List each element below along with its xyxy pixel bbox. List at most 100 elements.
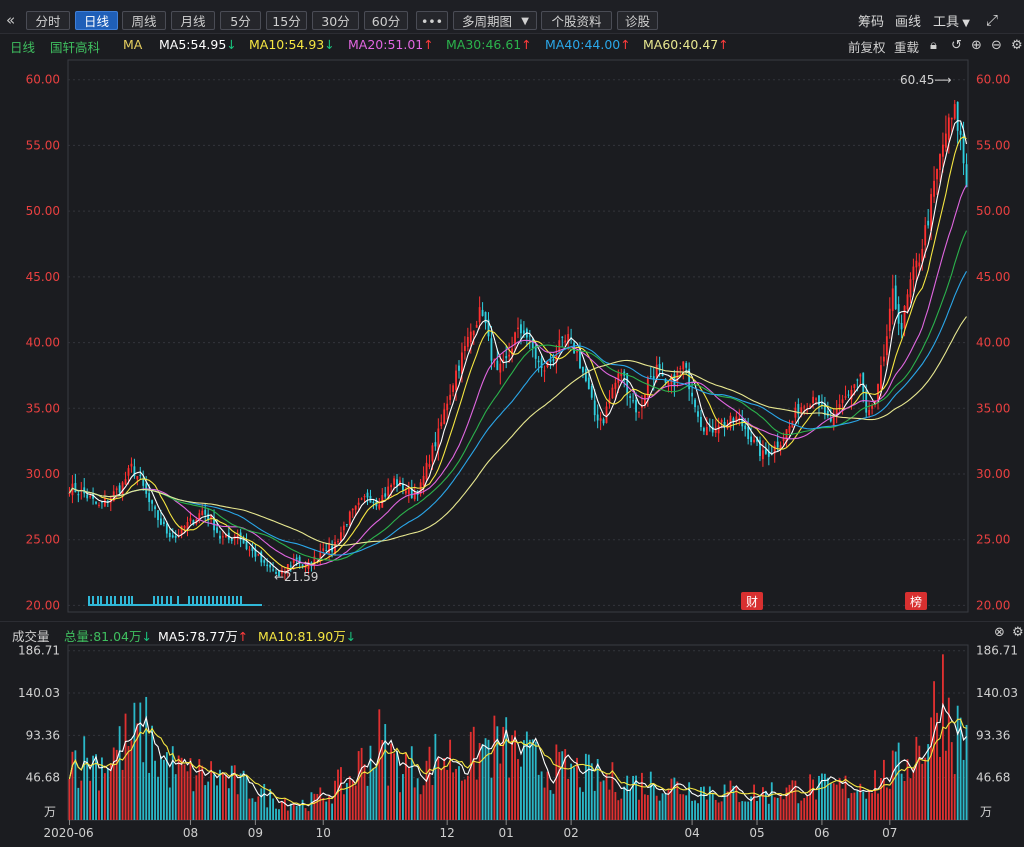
ma-label[interactable]: MA	[123, 37, 143, 52]
candle-body	[434, 442, 437, 447]
volume-bar	[475, 779, 478, 820]
volume-title: 成交量	[12, 629, 50, 644]
tools-button[interactable]: 工具 ▼	[933, 11, 970, 30]
volume-bar	[803, 798, 806, 820]
candle-body	[773, 445, 776, 454]
volume-bar	[283, 799, 286, 820]
volume-bar	[570, 763, 573, 820]
candle-body	[269, 564, 272, 568]
volume-bar	[847, 798, 850, 820]
adjust-button[interactable]: 前复权	[848, 40, 886, 55]
zoom-in-icon[interactable]: ⊕	[971, 38, 982, 53]
candle-body	[759, 440, 761, 457]
candle-body	[77, 494, 80, 496]
candle-body	[316, 558, 319, 560]
volume-bar	[520, 766, 522, 820]
draw-line-button[interactable]: 画线	[895, 15, 922, 30]
zoom-out-icon[interactable]: ⊖	[991, 38, 1002, 53]
ma-legend-item-1: MA10:54.93↓	[249, 37, 335, 52]
candle-body	[880, 365, 882, 389]
arrow-down-icon: ↓	[141, 629, 152, 644]
candle-body	[298, 556, 301, 564]
volume-bar	[136, 723, 139, 820]
lock-icon[interactable]: 🔒︎	[930, 38, 937, 53]
candle-body	[779, 445, 782, 450]
event-marker	[166, 596, 168, 606]
candle-body	[821, 403, 823, 405]
tab-6[interactable]: 30分	[312, 11, 359, 30]
candle-body	[281, 570, 283, 574]
volume-bar	[702, 786, 705, 820]
volume-bar	[537, 774, 540, 820]
volume-bar	[688, 782, 691, 820]
volume-bar	[328, 795, 331, 820]
candle-body	[455, 370, 457, 391]
candle-body	[210, 515, 213, 518]
candle-body	[611, 387, 614, 399]
volume-bar	[525, 731, 528, 820]
stock-info-button[interactable]: 个股资料	[541, 11, 612, 30]
undo-icon[interactable]: ↺	[951, 38, 962, 53]
volume-bar	[962, 759, 965, 820]
volume-bar	[266, 807, 269, 820]
ma-legend-text: MA5:54.95	[159, 37, 227, 52]
chips-button[interactable]: 筹码	[858, 15, 885, 30]
candle-body	[936, 168, 938, 180]
tab-7[interactable]: 60分	[364, 11, 408, 30]
tab-2[interactable]: 周线	[122, 11, 166, 30]
volume-bar	[71, 751, 74, 820]
volume-bar	[534, 741, 537, 820]
multi-period-button[interactable]: 多周期图 ▼	[453, 11, 537, 30]
tab-0[interactable]: 分时	[26, 11, 70, 30]
event-marker	[157, 596, 159, 606]
volume-bar	[794, 780, 797, 820]
candle-body	[322, 548, 325, 551]
diagnose-button[interactable]: 诊股	[617, 11, 658, 30]
tab-3[interactable]: 月线	[171, 11, 215, 30]
double-chevron-left-icon[interactable]: «	[6, 11, 16, 29]
tab-5[interactable]: 15分	[266, 11, 307, 30]
y-tick-label-right: 55.00	[976, 138, 1010, 152]
candle-body	[216, 527, 218, 533]
event-marker	[92, 596, 94, 606]
event-marker	[212, 596, 214, 606]
volume-bar	[953, 774, 956, 820]
volume-tick-label-right: 186.71	[976, 644, 1018, 658]
candle-body	[289, 565, 292, 567]
volume-bar	[431, 785, 434, 820]
candle-body	[605, 406, 608, 423]
candle-body	[260, 551, 263, 563]
volume-bar	[885, 787, 888, 820]
candle-body	[670, 375, 673, 385]
y-tick-label-right: 40.00	[976, 336, 1010, 350]
volume-bar	[871, 793, 874, 820]
candle-body	[286, 564, 289, 574]
fullscreen-icon[interactable]: ⤢	[986, 11, 999, 29]
candle-body	[933, 180, 935, 197]
gear-icon[interactable]: ⚙	[1011, 38, 1023, 53]
candle-body	[127, 468, 130, 476]
low-annotation: ←21.59	[274, 570, 318, 584]
ma-legend-item-2: MA20:51.01↑	[348, 37, 434, 52]
x-tick-label: 10	[316, 826, 331, 840]
event-marker	[128, 596, 130, 606]
volume-bar	[337, 769, 339, 820]
reload-button[interactable]: 重载	[894, 40, 920, 55]
candle-body	[478, 307, 481, 323]
gear-icon[interactable]: ⚙	[1012, 625, 1024, 640]
ma-legend-text: MA10:54.93	[249, 37, 325, 52]
volume-bar	[233, 765, 236, 820]
tab-1[interactable]: 日线	[75, 11, 118, 30]
more-button[interactable]: •••	[416, 11, 448, 30]
tab-4[interactable]: 5分	[220, 11, 261, 30]
volume-bar	[511, 735, 514, 820]
volume-bar	[865, 798, 868, 820]
y-tick-label-left: 45.00	[26, 270, 60, 284]
y-tick-label-right: 20.00	[976, 598, 1010, 612]
candle-body	[800, 407, 803, 413]
close-icon[interactable]: ⊗	[994, 625, 1005, 640]
volume-bar	[168, 787, 171, 820]
candle-body	[236, 535, 239, 539]
candle-body	[275, 572, 277, 574]
